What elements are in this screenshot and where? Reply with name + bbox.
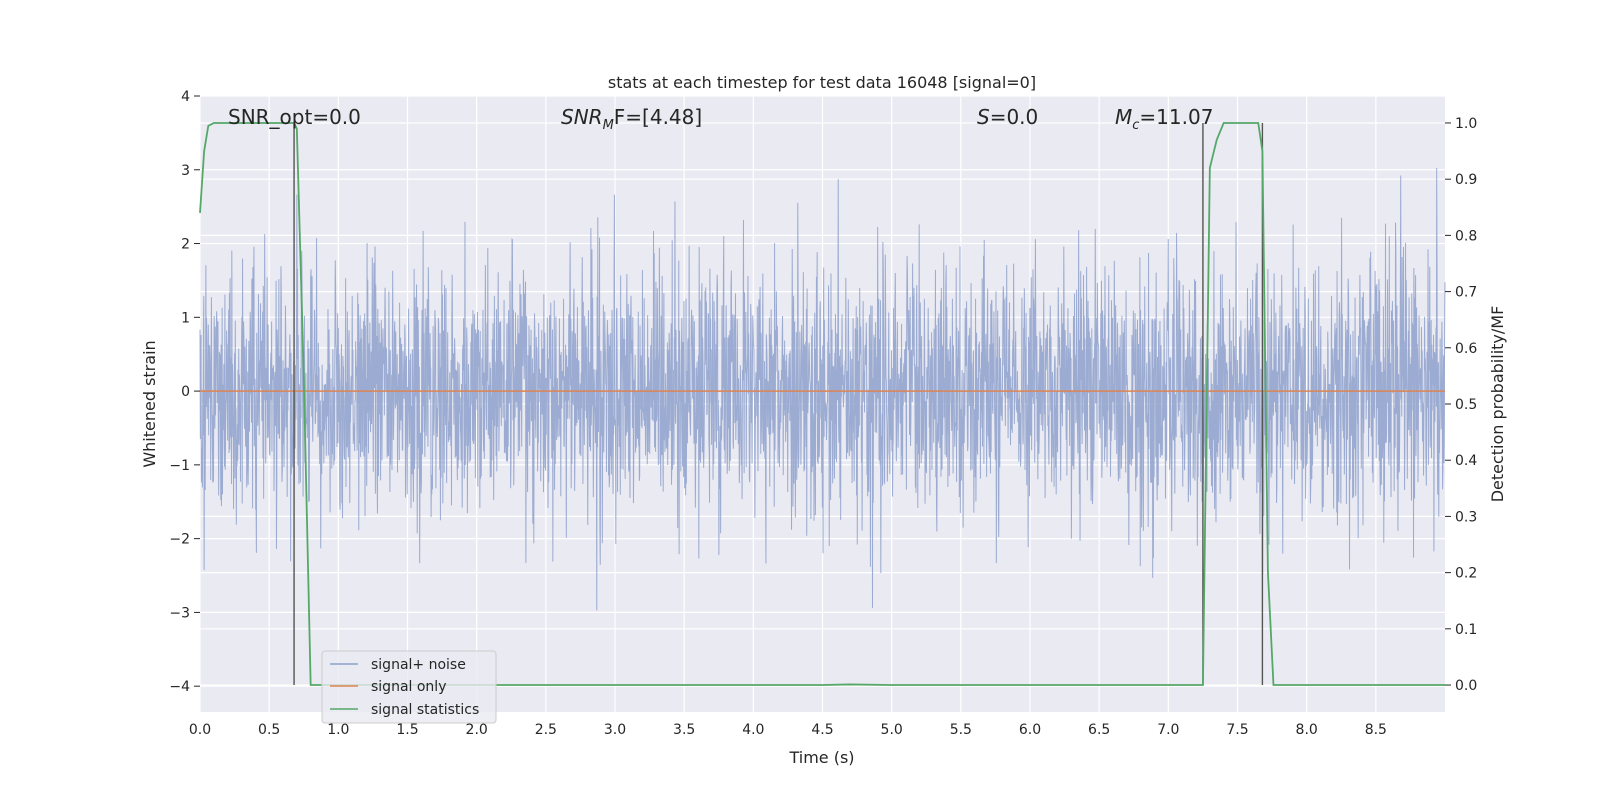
- series-layer: [199, 122, 1446, 686]
- y-tick-label: −2: [169, 532, 190, 548]
- annotation-s-pre: S: [977, 105, 990, 129]
- annotation-snr-mf-sub: M: [603, 118, 614, 133]
- annotation-snr-opt: SNR_opt=0.0: [228, 105, 361, 129]
- x-tick-label: 0.5: [258, 722, 280, 738]
- annotation-s: S=0.0: [977, 105, 1038, 129]
- annotation-s-post: =0.0: [990, 105, 1039, 129]
- y-tick-label: 1: [181, 310, 190, 326]
- annotation-snr-mf: SNRMF=[4.48]: [561, 105, 702, 133]
- ticks: 0.0 0.5 1.0 1.5 2.0 2.5 3.0 3.5 4.0 4.5 5.0 5.5 6.0 6…: [169, 89, 1477, 738]
- y2-tick-label: 0.5: [1455, 397, 1477, 413]
- y2-axis-label: Detection probability/MF: [1488, 306, 1507, 503]
- y2-tick-label: 0.1: [1455, 622, 1477, 638]
- x-tick-label: 2.5: [535, 722, 557, 738]
- annotation-snr-mf-post: F=[4.48]: [614, 105, 702, 129]
- annotations: SNR_opt=0.0 SNRMF=[4.48] S=0.0 Mc=11.07: [228, 105, 1213, 133]
- y-tick-label: −1: [169, 458, 190, 474]
- x-tick-label: 3.5: [673, 722, 695, 738]
- series-signal-statistics: [199, 122, 1445, 686]
- y2-tick-label: 0.0: [1455, 678, 1477, 694]
- legend-label-signal-only: signal only: [371, 679, 446, 695]
- y-tick-label: 2: [181, 237, 190, 253]
- y2-tick-label: 0.4: [1455, 453, 1477, 469]
- annotation-mc-post: =11.07: [1139, 105, 1213, 129]
- annotation-snr-mf-pre: SNR: [561, 105, 603, 129]
- y-tick-label: 3: [181, 163, 190, 179]
- x-tick-label: 6.5: [1088, 722, 1110, 738]
- y-tick-label: −3: [169, 605, 190, 621]
- y-axis-label: Whitened strain: [140, 340, 159, 467]
- x-tick-label: 3.0: [604, 722, 626, 738]
- x-tick-label: 0.0: [189, 722, 211, 738]
- x-tick-label: 8.0: [1296, 722, 1318, 738]
- x-tick-label: 6.0: [1019, 722, 1041, 738]
- x-tick-label: 4.0: [742, 722, 764, 738]
- x-tick-label: 5.5: [950, 722, 972, 738]
- annotation-mc: Mc=11.07: [1115, 105, 1213, 133]
- legend-label-signal-statistics: signal statistics: [371, 702, 479, 718]
- x-tick-label: 2.0: [466, 722, 488, 738]
- y2-tick-label: 0.7: [1455, 285, 1477, 301]
- x-tick-label: 1.0: [327, 722, 349, 738]
- y2-tick-label: 0.8: [1455, 228, 1477, 244]
- y-tick-label: 4: [181, 89, 190, 105]
- y2-tick-label: 0.9: [1455, 172, 1477, 188]
- annotation-mc-pre: M: [1115, 105, 1132, 129]
- y2-tick-label: 0.2: [1455, 566, 1477, 582]
- legend-box: [321, 650, 497, 724]
- y-tick-label: 0: [181, 384, 190, 400]
- y-tick-label: −4: [169, 679, 190, 695]
- x-axis-label: Time (s): [788, 748, 854, 767]
- annotation-mc-sub: c: [1132, 118, 1139, 133]
- y2-tick-label: 1.0: [1455, 116, 1477, 132]
- x-tick-label: 7.5: [1226, 722, 1248, 738]
- legend-label-signal-noise: signal+ noise: [371, 657, 466, 673]
- y2-tick-label: 0.6: [1455, 341, 1477, 357]
- x-tick-label: 8.5: [1365, 722, 1387, 738]
- chart-title: stats at each timestep for test data 160…: [608, 73, 1036, 92]
- y2-tick-label: 0.3: [1455, 509, 1477, 525]
- x-tick-label: 1.5: [396, 722, 418, 738]
- x-tick-label: 7.0: [1157, 722, 1179, 738]
- legend: signal+ noise signal only signal statist…: [321, 650, 497, 724]
- x-tick-label: 4.5: [811, 722, 833, 738]
- x-tick-label: 5.0: [881, 722, 903, 738]
- series-signal-noise: [199, 167, 1446, 611]
